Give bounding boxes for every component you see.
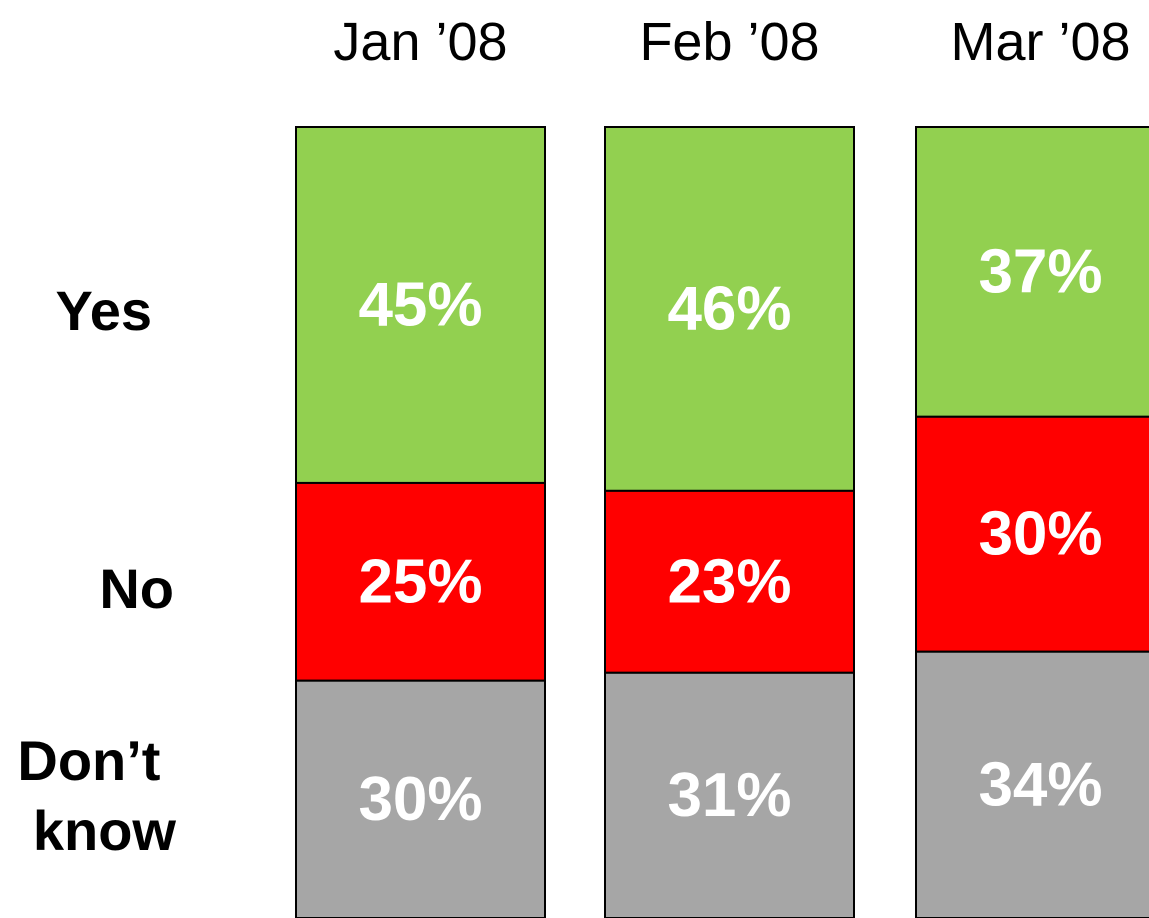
bar-segment-yes-feb-08: [604, 126, 855, 492]
row-label-dont-know: Don’t know: [17, 729, 176, 862]
data-label-no-mar-08: 30%: [978, 500, 1102, 569]
bar-segment-no-feb-08: [604, 489, 855, 674]
data-label-no-feb-08: 23%: [667, 547, 791, 616]
category-labels: Jan ’08 Feb ’08 Mar ’08: [333, 12, 1130, 72]
data-label-no-jan-08: 25%: [358, 547, 482, 616]
row-label-yes: Yes: [55, 279, 152, 342]
data-label-don-t-know-feb-08: 31%: [667, 761, 791, 830]
data-label-yes-jan-08: 45%: [358, 270, 482, 339]
data-label-don-t-know-jan-08: 30%: [358, 765, 482, 834]
data-label-yes-feb-08: 46%: [667, 274, 791, 343]
bar-segment-yes-mar-08: [915, 126, 1149, 418]
bar-segment-don-t-know-jan-08: [295, 679, 546, 918]
row-labels: Yes No Don’t know: [17, 279, 176, 862]
bar-segment-don-t-know-mar-08: [915, 650, 1149, 918]
category-label-jan-08: Jan ’08: [333, 12, 507, 72]
data-label-don-t-know-mar-08: 34%: [978, 750, 1102, 819]
category-label-mar-08: Mar ’08: [950, 12, 1130, 72]
bar-segment-don-t-know-feb-08: [604, 671, 855, 918]
bar-segment-no-jan-08: [295, 481, 546, 682]
data-label-yes-mar-08: 37%: [978, 237, 1102, 306]
row-label-no: No: [99, 557, 174, 620]
bars: 45% 25% 30% 46% 23% 31% 37% 30% 34%: [295, 126, 1149, 918]
bar-segment-yes-jan-08: [295, 126, 546, 484]
category-label-feb-08: Feb ’08: [639, 12, 819, 72]
